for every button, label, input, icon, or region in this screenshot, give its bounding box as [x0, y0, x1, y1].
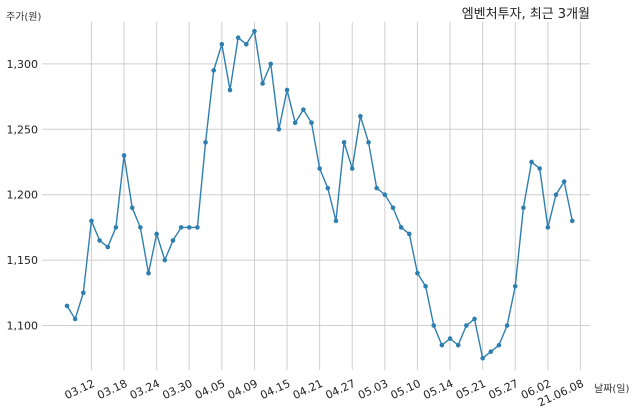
- y-tick-label: 1,150: [7, 254, 39, 267]
- data-point: [398, 225, 404, 230]
- data-point: [203, 140, 208, 145]
- data-point: [447, 336, 453, 341]
- data-point: [260, 81, 265, 86]
- series-layer: [64, 28, 575, 361]
- data-point: [301, 107, 306, 112]
- data-point: [325, 185, 331, 191]
- x-tick-label: 04.09: [226, 377, 260, 402]
- y-ticks: 1,100 1,150 1,200 1,250 1,300: [7, 58, 39, 333]
- data-point: [415, 270, 420, 276]
- data-point: [97, 238, 102, 243]
- data-point: [244, 41, 249, 47]
- y-tick-label: 1,100: [7, 320, 39, 333]
- data-point: [235, 35, 241, 40]
- data-point: [480, 355, 485, 361]
- data-point: [529, 159, 534, 165]
- chart-title: 엠벤처투자, 최근 3개월: [462, 7, 590, 22]
- data-point: [317, 166, 322, 171]
- x-tick-label: 05.14: [421, 377, 455, 402]
- grid: [42, 22, 590, 370]
- x-tick-label: 03.18: [95, 377, 129, 402]
- x-axis-label: 날짜(일): [594, 383, 630, 395]
- data-point: [81, 290, 86, 296]
- data-point: [268, 61, 274, 67]
- data-point: [504, 323, 510, 328]
- data-point: [284, 87, 290, 93]
- data-point: [138, 225, 143, 230]
- x-tick-label: 04.15: [258, 377, 292, 402]
- data-point: [512, 283, 518, 289]
- data-point: [496, 342, 502, 348]
- data-point: [521, 205, 526, 211]
- x-ticks: 03.1203.1803.2403.3004.0504.0904.1504.21…: [63, 377, 586, 409]
- x-tick-label: 03.12: [63, 377, 97, 402]
- data-point: [439, 342, 445, 348]
- data-point: [219, 41, 225, 47]
- data-point: [553, 192, 559, 197]
- x-tick-label: 05.03: [356, 377, 390, 402]
- x-tick-label: 03.24: [128, 377, 162, 402]
- data-point: [309, 120, 314, 126]
- data-point: [292, 120, 298, 126]
- data-point: [561, 179, 567, 184]
- data-point: [537, 166, 542, 171]
- x-tick-label: 05.21: [454, 377, 488, 402]
- data-point: [488, 349, 494, 354]
- data-point: [64, 303, 70, 309]
- data-point: [105, 244, 111, 250]
- data-point: [349, 166, 355, 171]
- data-point: [366, 140, 371, 145]
- data-point: [72, 316, 78, 322]
- data-point: [431, 323, 437, 328]
- data-point: [382, 192, 388, 197]
- data-point: [162, 257, 168, 263]
- y-tick-label: 1,200: [7, 189, 39, 202]
- y-axis-label: 주가(원): [6, 11, 42, 23]
- x-tick-label: 04.05: [193, 377, 227, 402]
- data-point: [455, 342, 461, 348]
- data-point: [89, 218, 94, 224]
- data-point: [129, 205, 135, 211]
- data-point: [374, 185, 380, 191]
- data-point: [423, 283, 428, 289]
- data-point: [570, 218, 575, 224]
- data-point: [154, 231, 159, 237]
- data-point: [472, 316, 477, 322]
- data-point: [407, 231, 412, 237]
- data-point: [113, 225, 119, 230]
- data-point: [178, 225, 184, 230]
- data-point: [333, 218, 339, 224]
- data-point: [464, 323, 469, 328]
- data-point: [276, 126, 282, 132]
- x-tick-label: 03.30: [160, 377, 194, 402]
- data-point: [211, 68, 216, 73]
- data-point: [358, 113, 363, 119]
- data-point: [252, 28, 257, 34]
- data-point: [545, 225, 551, 230]
- x-tick-label: 04.27: [323, 377, 357, 402]
- y-tick-label: 1,250: [7, 123, 39, 136]
- x-tick-label: 05.27: [486, 377, 520, 402]
- data-point: [121, 153, 127, 158]
- data-point: [146, 270, 151, 276]
- data-point: [186, 225, 192, 230]
- x-tick-label: 04.21: [291, 377, 325, 402]
- data-point: [390, 205, 396, 211]
- data-point: [170, 238, 176, 243]
- data-point: [227, 87, 233, 93]
- data-point: [341, 140, 347, 145]
- x-tick-label: 05.10: [389, 377, 423, 402]
- data-point: [195, 225, 200, 230]
- y-tick-label: 1,300: [7, 58, 39, 71]
